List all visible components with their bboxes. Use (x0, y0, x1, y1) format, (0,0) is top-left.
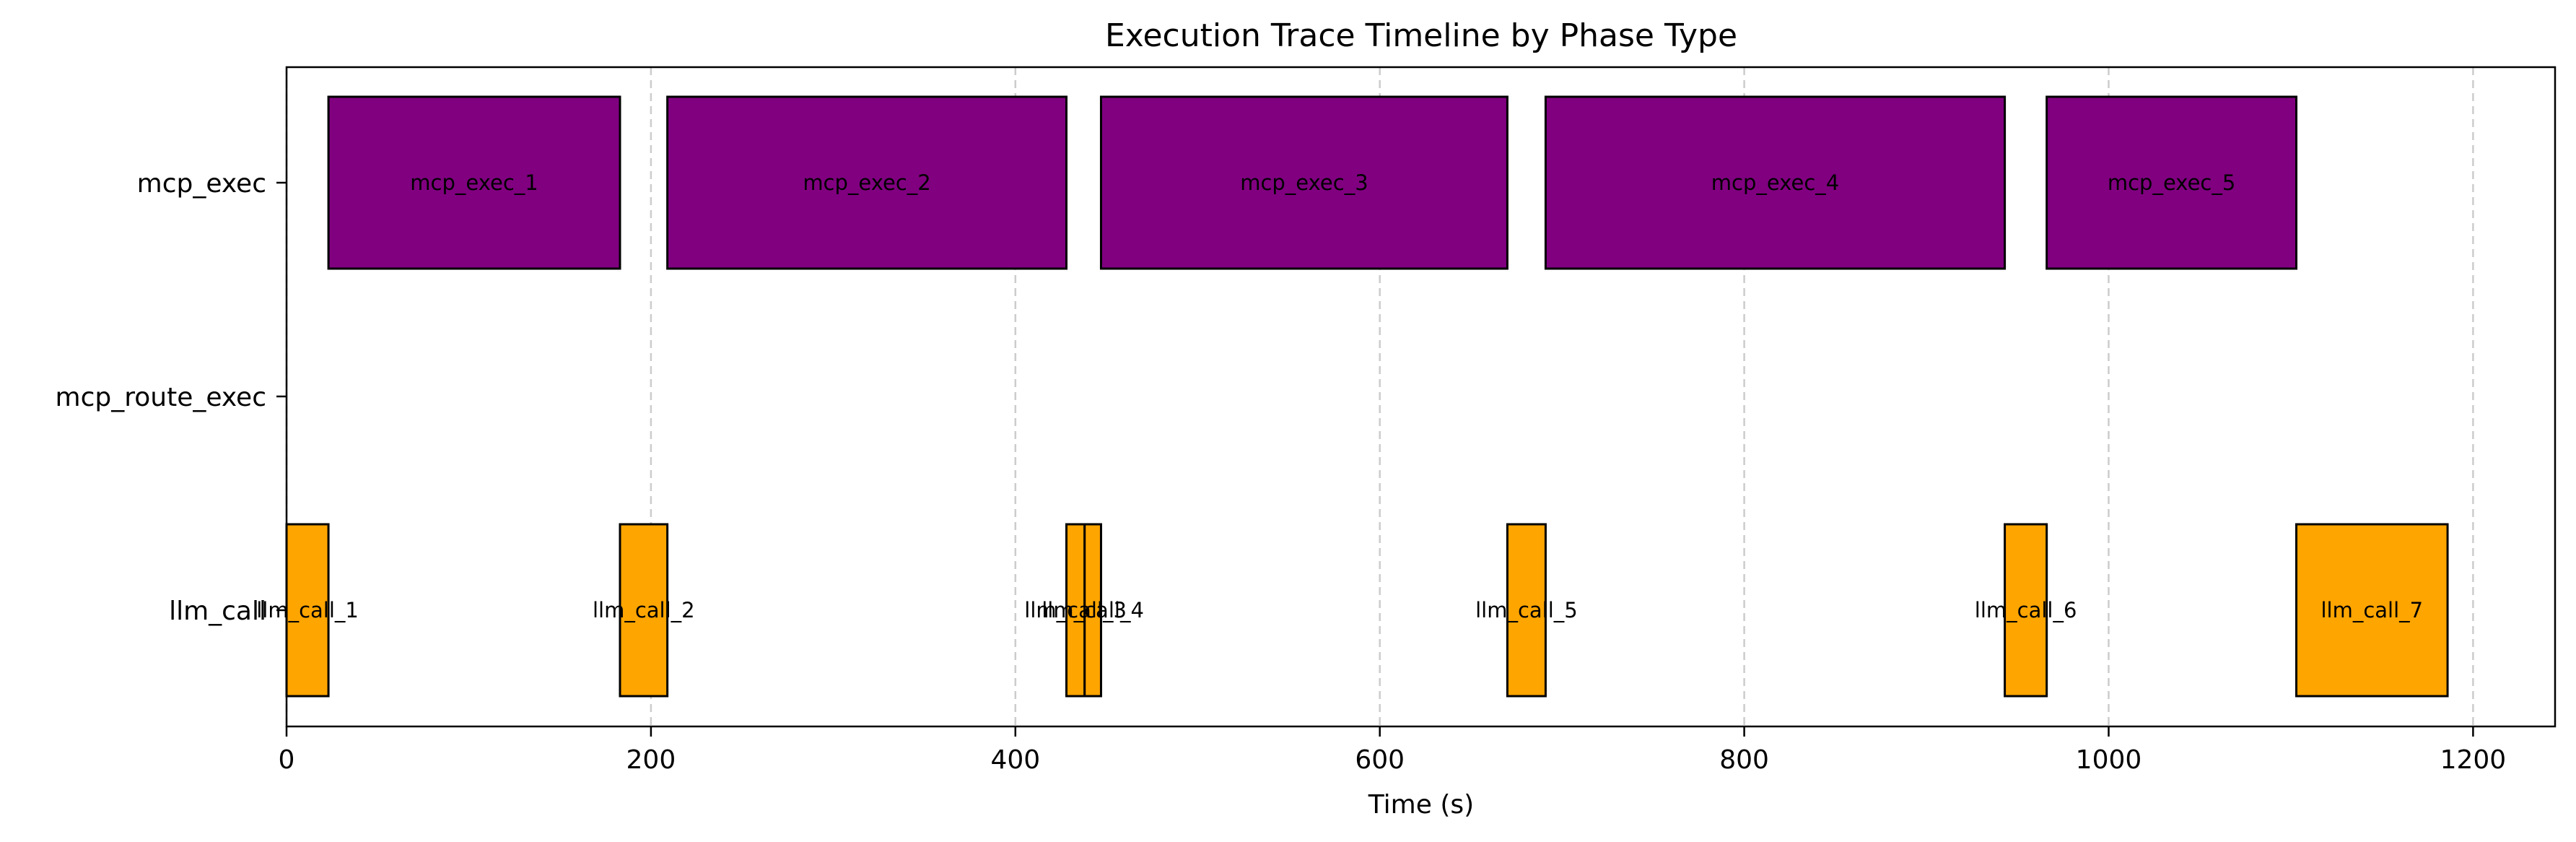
x-tick-label-400: 400 (990, 745, 1040, 775)
bar-label-mcp_exec_4: mcp_exec_4 (1711, 170, 1839, 195)
segment-labels: llm_call_1 mcp_exec_1 llm_call_2 mcp_exec_2… (256, 170, 2423, 622)
bar-mcp_exec_4 (1544, 95, 2007, 270)
bar-llm_call_7 (2295, 523, 2449, 698)
x-tick-label-600: 600 (1355, 745, 1405, 775)
bar-llm_call_6 (2004, 523, 2048, 698)
y-axis-ticks: llm_call mcp_route_exec mcp_exec (56, 169, 287, 626)
chart-title: Execution Trace Timeline by Phase Type (1105, 17, 1737, 54)
x-tick-label-200: 200 (626, 745, 676, 775)
bar-label-llm_call_2: llm_call_2 (593, 598, 695, 622)
bar-llm_call_3 (1065, 523, 1086, 698)
y-tick-label-llm_call: llm_call (169, 596, 266, 626)
bar-mcp_exec_1 (327, 95, 621, 270)
bar-mcp_exec_5 (2045, 95, 2298, 270)
x-axis-label: Time (s) (1368, 790, 1474, 820)
bar-label-mcp_exec_5: mcp_exec_5 (2108, 170, 2235, 195)
bar-llm_call_5 (1506, 523, 1547, 698)
bar-label-mcp_exec_2: mcp_exec_2 (803, 170, 930, 195)
bar-llm_call_2 (619, 523, 669, 698)
bar-mcp_exec_3 (1099, 95, 1509, 270)
bar-label-llm_call_1: llm_call_1 (256, 598, 359, 622)
bar-label-mcp_exec_1: mcp_exec_1 (410, 170, 538, 195)
bar-label-llm_call_5: llm_call_5 (1475, 598, 1578, 622)
bar-label-mcp_exec_3: mcp_exec_3 (1240, 170, 1368, 195)
y-tick-label-mcp_exec: mcp_exec (137, 169, 266, 199)
bar-label-llm_call_7: llm_call_7 (2320, 598, 2423, 622)
bar-label-llm_call_3: llm_call_3 (1024, 598, 1127, 622)
x-tick-label-1000: 1000 (2076, 745, 2142, 775)
bar-mcp_exec_2 (666, 95, 1067, 270)
bar-label-llm_call_6: llm_call_6 (1975, 598, 2077, 622)
y-tick-label-mcp_route_exec: mcp_route_exec (56, 383, 266, 412)
segments (285, 95, 2449, 698)
x-axis-ticks: 0 200 400 600 800 1000 1200 (279, 726, 2507, 775)
bar-llm_call_4 (1083, 523, 1102, 698)
x-tick-label-1200: 1200 (2440, 745, 2507, 775)
bar-label-llm_call_4: llm_call_4 (1042, 598, 1144, 622)
x-tick-label-0: 0 (279, 745, 295, 775)
x-tick-label-800: 800 (1719, 745, 1769, 775)
